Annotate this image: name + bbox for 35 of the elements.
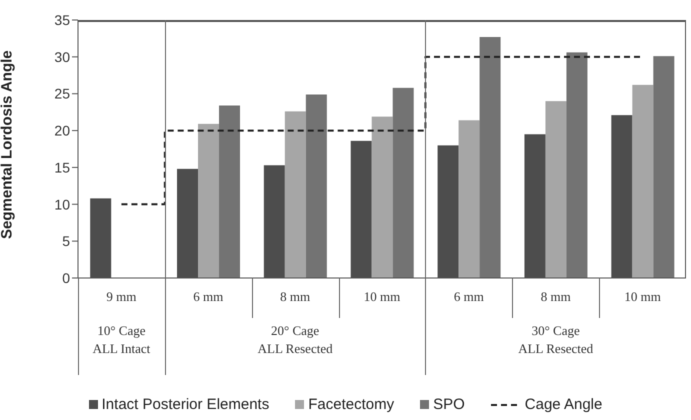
bar xyxy=(372,116,393,278)
bar xyxy=(458,120,480,278)
y-tick-label: 0 xyxy=(62,270,70,286)
y-tick-label: 30 xyxy=(54,48,70,65)
bar xyxy=(632,84,654,278)
text: 20° Cage ALL Resected xyxy=(256,322,334,358)
legend-label: SPO xyxy=(433,396,465,413)
bar xyxy=(198,124,220,278)
legend-label: Cage Angle xyxy=(524,396,602,413)
y-tick-label: 25 xyxy=(54,86,70,102)
text: 30° Cage ALL Resected xyxy=(517,322,594,358)
bar xyxy=(545,101,566,278)
y-tick-label: 20 xyxy=(54,122,70,139)
y-axis-title: Segmental Lordosis Angle xyxy=(0,50,16,239)
bar xyxy=(306,94,327,278)
legend-label: Intact Posterior Elements xyxy=(102,396,270,413)
bar xyxy=(392,88,414,278)
y-tick-label: 10 xyxy=(54,196,70,212)
bar xyxy=(219,106,240,278)
bar xyxy=(566,52,588,278)
bar xyxy=(653,56,674,278)
y-tick-label: 35 xyxy=(54,12,70,28)
x-tick-label: 10 mm xyxy=(364,289,400,304)
x-tick-label: 9 mm xyxy=(106,289,136,304)
x-tick-label: 10 mm xyxy=(624,289,661,304)
x-tick-label: 8 mm xyxy=(540,289,571,304)
x-tick-label: 8 mm xyxy=(280,289,310,304)
x-tick-label: 6 mm xyxy=(454,289,484,304)
text: 10° Cage ALL Intact xyxy=(92,322,152,358)
bar xyxy=(480,36,501,278)
y-tick-label: 5 xyxy=(62,233,70,250)
legend-label: Facetectomy xyxy=(308,396,394,413)
x-tick-label: 6 mm xyxy=(193,289,224,304)
y-tick-label: 15 xyxy=(54,159,70,176)
bar xyxy=(284,111,306,278)
